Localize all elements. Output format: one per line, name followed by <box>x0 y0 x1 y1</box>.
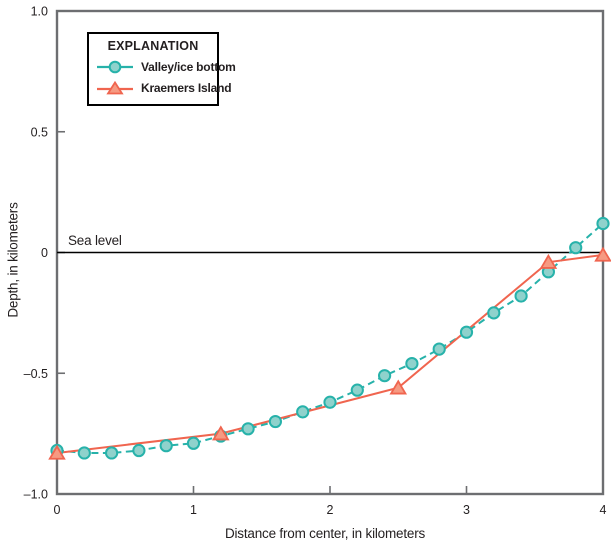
sea-level-annotation: Sea level <box>68 233 122 248</box>
data-point-circle <box>77 446 91 460</box>
y-tick-label: 1.0 <box>31 5 48 19</box>
data-point-circle <box>569 241 583 255</box>
legend-item-valley: Valley/ice bottom <box>89 56 236 77</box>
series-line-0 <box>56 222 604 454</box>
legend-label-kraemers: Kraemers Island <box>141 80 232 95</box>
data-point-triangle <box>539 253 558 269</box>
data-point-circle <box>296 405 310 419</box>
x-tick-label: 2 <box>327 503 334 517</box>
data-point-circle <box>459 325 474 339</box>
data-point-circle <box>241 422 255 436</box>
y-tick-label: –1.0 <box>24 488 48 502</box>
x-tick-label: 3 <box>463 503 470 517</box>
data-point-triangle <box>594 246 611 262</box>
legend-item-kraemers: Kraemers Island <box>89 77 232 98</box>
data-point-circle <box>323 395 337 409</box>
data-point-circle <box>186 436 201 450</box>
y-tick-label: 0.5 <box>31 125 48 139</box>
data-point-circle <box>378 369 392 383</box>
data-point-circle <box>405 356 419 371</box>
legend-label-valley: Valley/ice bottom <box>141 59 236 74</box>
series-line-1 <box>56 253 604 454</box>
data-point-circle <box>268 414 282 429</box>
x-tick-label: 4 <box>600 503 607 517</box>
data-point-circle <box>132 443 146 458</box>
legend-title: EXPLANATION <box>107 39 199 53</box>
data-point-circle <box>596 216 610 231</box>
x-axis-title: Distance from center, in kilometers <box>224 526 426 541</box>
x-tick-label: 0 <box>54 503 61 517</box>
y-tick-label: 0 <box>41 246 48 260</box>
data-point-circle <box>432 342 446 356</box>
circle-marker-icon <box>97 60 133 73</box>
data-point-circle <box>487 306 501 320</box>
triangle-marker-icon <box>97 80 133 94</box>
data-point-circle <box>159 439 173 453</box>
data-point-circle <box>514 289 528 303</box>
data-point-circle <box>350 383 364 397</box>
data-point-triangle <box>48 444 66 460</box>
data-point-triangle <box>389 379 408 395</box>
data-point-circle <box>105 446 119 460</box>
y-axis-title: Depth, in kilometers <box>5 202 21 318</box>
x-tick-label: 1 <box>190 503 197 517</box>
data-point-triangle <box>212 425 230 441</box>
legend-box: EXPLANATION Valley/ice bottom Kraemers I… <box>87 32 236 106</box>
y-tick-label: –0.5 <box>24 367 48 381</box>
